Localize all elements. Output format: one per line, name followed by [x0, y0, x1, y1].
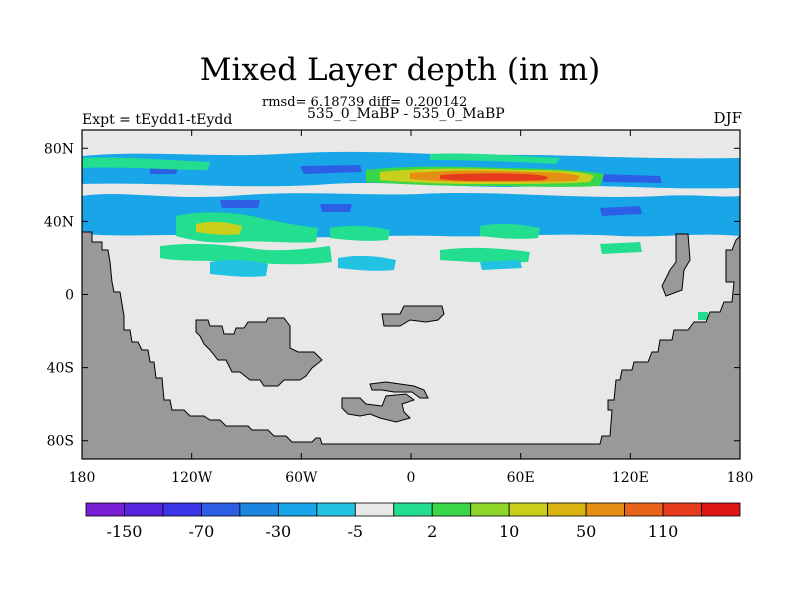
blob-cyan-20n — [210, 259, 268, 277]
rmsd-diff-label: rmsd= 6.18739 diff= 0.200142 — [262, 95, 468, 110]
colorbar-label: -5 — [347, 522, 363, 541]
blob-yellow-38n — [196, 221, 242, 235]
x-tick-label: 120W — [171, 470, 213, 486]
band-45n-blue — [220, 200, 260, 208]
colorbar-label: 110 — [648, 522, 679, 541]
colorbar-bin — [201, 502, 241, 517]
land-island-mid — [369, 381, 429, 399]
colorbar: -150 -70 -30 -5 2 10 50 110 — [85, 502, 741, 541]
blob-green-38n — [176, 212, 318, 243]
land-island-south — [341, 393, 416, 423]
blob-cyan-20n-2 — [338, 255, 396, 271]
band-70n-green2 — [430, 153, 560, 164]
colorbar-bin — [393, 502, 433, 517]
colorbar-bin — [470, 502, 510, 517]
map-area — [82, 130, 740, 459]
colorbar-bin — [85, 502, 125, 517]
y-tick-label: 80S — [47, 434, 74, 450]
colorbar-bin — [354, 502, 395, 517]
colorbar-bin — [585, 502, 625, 517]
x-tick-label: 60E — [507, 470, 535, 486]
contour-bands — [82, 151, 740, 320]
colorbar-bin — [239, 502, 279, 517]
colorbar-label: -150 — [106, 522, 142, 541]
y-tick-label: 40S — [47, 361, 74, 377]
colorbar-bin — [662, 502, 702, 517]
land-masses — [82, 231, 740, 459]
land-africa-blob — [195, 317, 323, 387]
season-label: DJF — [713, 109, 742, 127]
colorbar-bin — [162, 502, 202, 517]
peak-65n-red — [440, 173, 548, 181]
blob-green-0n — [698, 312, 708, 320]
x-tick-label: 180 — [69, 470, 96, 486]
land-island-small — [381, 305, 445, 327]
blob-green-38n-3 — [480, 223, 540, 239]
colorbar-label: 2 — [427, 522, 437, 541]
colorbar-label: -70 — [189, 522, 215, 541]
colorbar-bin — [701, 502, 741, 517]
band-45n-blue2 — [320, 204, 352, 212]
colorbar-bin — [316, 502, 356, 517]
band-70n-blue — [300, 165, 362, 174]
x-tick-label: 0 — [407, 470, 416, 486]
blob-cyan-20n-3 — [480, 260, 522, 270]
band-70n-green — [82, 157, 210, 170]
land-americas — [82, 231, 740, 459]
colorbar-label: 50 — [576, 522, 596, 541]
expt-label: Expt = tEydd1-tEydd — [82, 112, 233, 128]
blob-green-20n — [160, 243, 332, 265]
blob-green-20n-2 — [440, 247, 530, 263]
colorbar-label: -30 — [265, 522, 291, 541]
land-east-spike — [661, 233, 691, 297]
colorbar-bin — [508, 502, 549, 517]
colorbar-bin — [124, 502, 164, 517]
experiment-runs-label: 535_0_MaBP - 535_0_MaBP — [307, 106, 505, 122]
blob-green-38n-2 — [330, 225, 390, 241]
band-70n-blue3 — [150, 168, 178, 174]
colorbar-bin — [624, 502, 664, 517]
chart-title: Mixed Layer depth (in m) — [199, 52, 601, 88]
y-tick-label: 40N — [44, 214, 74, 230]
blob-green-20n-3 — [600, 242, 642, 254]
axes: 180 120W 60W 0 60E 120E 180 80N 40N 0 40S 80S — [44, 130, 753, 486]
y-tick-label: 80N — [44, 141, 74, 157]
colorbar-label: 10 — [499, 522, 519, 541]
colorbar-bin — [277, 502, 318, 517]
band-70n-blue2 — [600, 174, 662, 183]
x-tick-label: 120E — [612, 470, 649, 486]
x-tick-label: 180 — [727, 470, 754, 486]
y-tick-label: 0 — [65, 288, 74, 304]
colorbar-bin — [547, 502, 587, 517]
x-tick-label: 60W — [285, 470, 318, 486]
colorbar-bin — [431, 502, 472, 517]
band-45n-blue3 — [600, 206, 642, 216]
